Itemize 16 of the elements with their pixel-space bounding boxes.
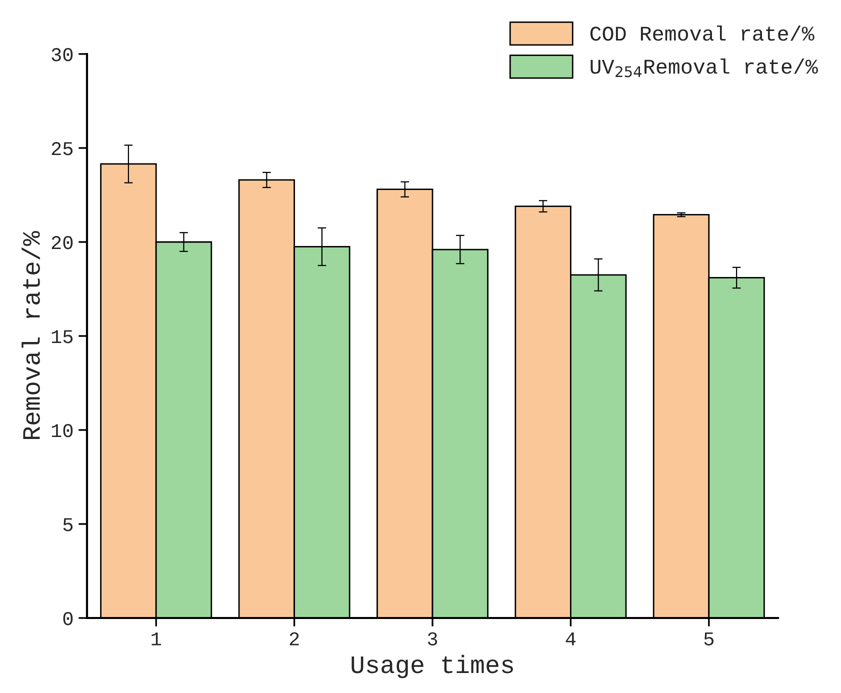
x-tick-label: 1 <box>152 632 161 646</box>
legend-label: COD Removal rate/% <box>590 25 814 41</box>
x-axis-title: Usage times <box>352 654 513 678</box>
legend-label: UV$_{254}$Removal rate/% <box>590 58 818 78</box>
y-tick-label: 10 <box>52 424 73 438</box>
y-tick-label: 15 <box>52 330 73 344</box>
y-tick-label: 30 <box>52 48 73 62</box>
x-tick-label: 3 <box>428 632 438 646</box>
y-tick-label: 0 <box>63 612 73 626</box>
x-tick-label: 5 <box>704 632 714 646</box>
y-tick-label: 25 <box>52 142 73 156</box>
x-tick-label: 4 <box>566 632 576 646</box>
y-tick-label: 20 <box>52 236 73 250</box>
x-tick-label: 2 <box>290 632 299 646</box>
y-axis-title: Removal rate/% <box>22 230 40 440</box>
y-tick-label: 5 <box>63 518 73 532</box>
